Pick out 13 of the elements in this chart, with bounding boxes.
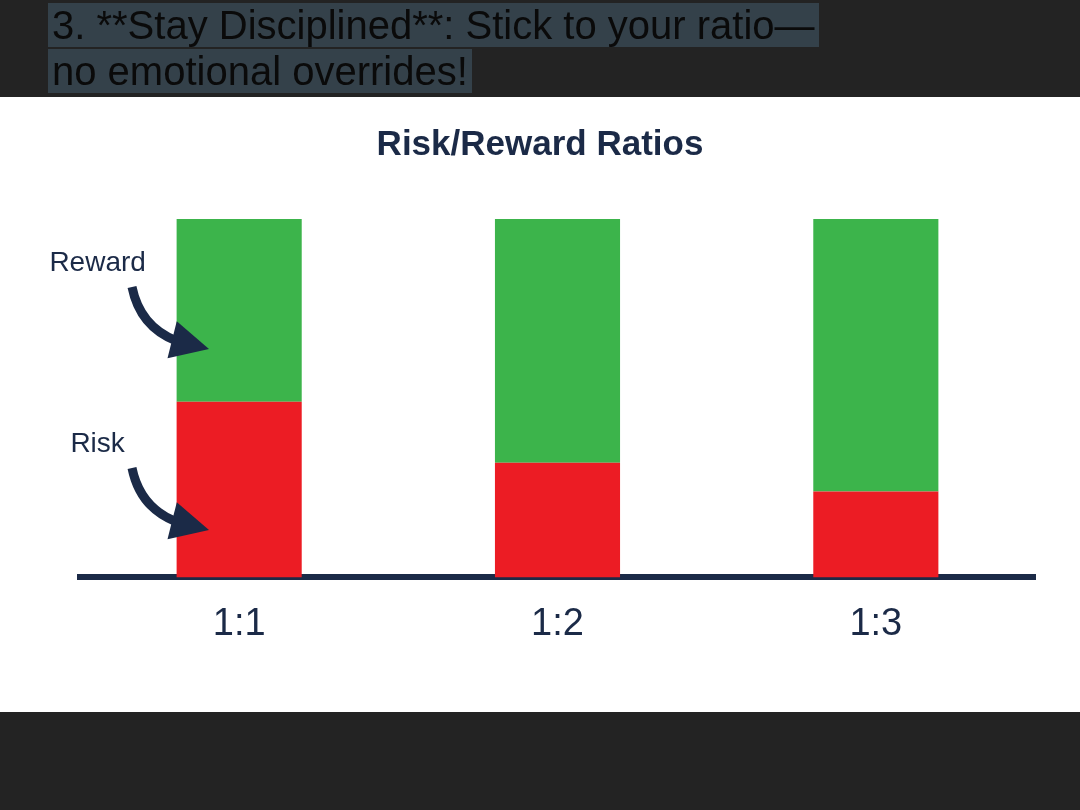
text: 3. **Stay Disciplined**: Stick to your ratio—no emotional overrides! bbox=[48, 3, 819, 93]
x-tick-label: 1:2 bbox=[531, 600, 584, 643]
x-tick-label: 1:1 bbox=[212, 600, 266, 643]
series-label: Risk bbox=[70, 426, 126, 458]
series-label: Reward bbox=[49, 245, 146, 277]
bar bbox=[494, 462, 621, 578]
bar bbox=[176, 401, 302, 578]
bar bbox=[813, 491, 939, 578]
chart-title: Risk/Reward Ratios bbox=[376, 122, 704, 164]
x-tick-label: 1:3 bbox=[849, 600, 903, 643]
bar bbox=[176, 219, 302, 402]
bar bbox=[813, 219, 939, 492]
bar bbox=[494, 219, 621, 463]
